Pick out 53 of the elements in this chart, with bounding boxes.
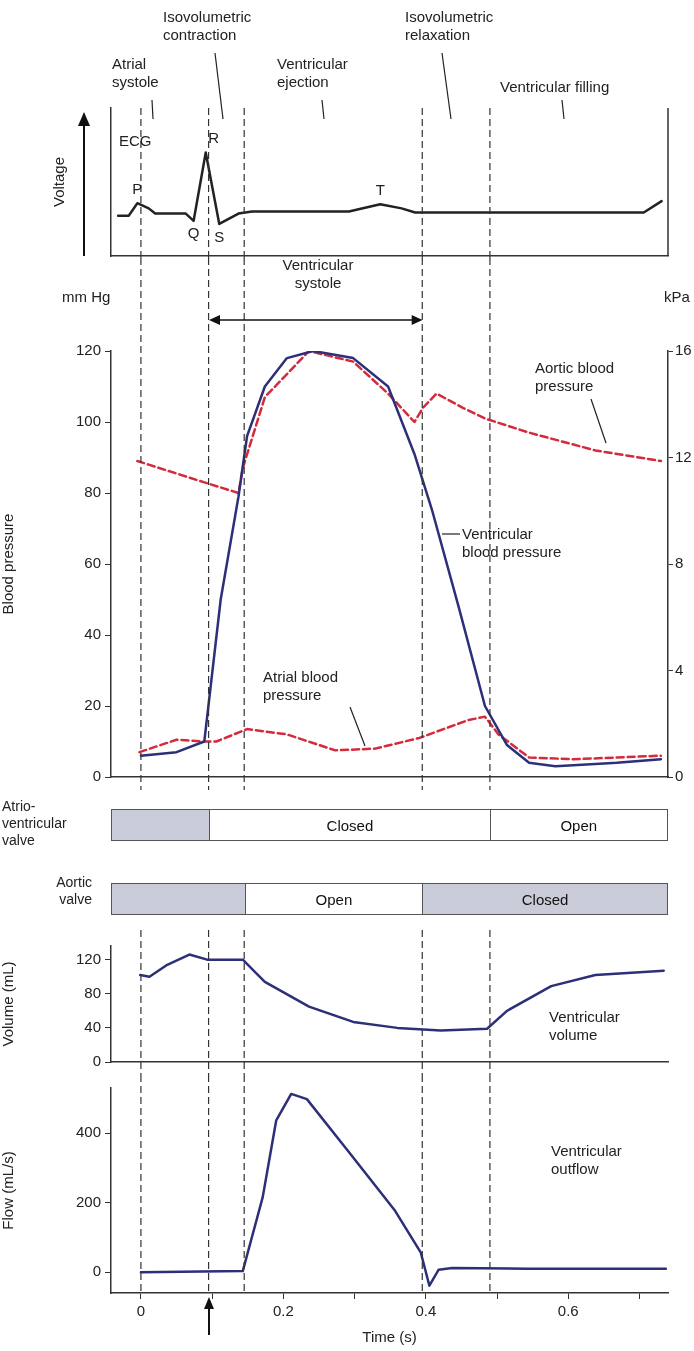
series-label: Ventricular volume	[549, 1007, 620, 1043]
y-tick-label: 120	[75, 949, 101, 967]
y-tick-label: 60	[84, 554, 101, 572]
annotation: Q	[187, 224, 200, 242]
annotation: Ventricular systole	[282, 255, 354, 291]
legend-label: ECG	[119, 131, 152, 149]
y2-tick-label: 16	[675, 341, 692, 359]
y-tick-label: 20	[84, 696, 101, 714]
y-tick-label: 0	[92, 1262, 101, 1280]
y2-tick-label: 8	[675, 554, 684, 572]
x-tick-label: 0.4	[415, 1302, 437, 1320]
y-tick-label: 80	[84, 483, 101, 501]
text: Isovolumetric relaxation	[405, 7, 494, 43]
text: Aortic valve	[55, 874, 92, 908]
y-tick-label: 200	[75, 1192, 101, 1210]
y-tick-label: 40	[84, 625, 101, 643]
text: Atrio-ventricular valve	[2, 798, 68, 849]
text: mm Hg	[62, 287, 111, 305]
line-series	[136, 351, 663, 495]
y-tick-label: 0	[92, 1052, 101, 1070]
annotation: R	[208, 129, 220, 147]
text: Isovolumetric contraction	[163, 7, 252, 43]
text: Ventricular outflow	[551, 1141, 622, 1177]
y2-tick-label: 4	[675, 660, 684, 678]
text: Aortic blood pressure	[535, 358, 615, 394]
series-label: Ventricular blood pressure	[462, 524, 562, 560]
y-axis-title: Blood pressure	[0, 513, 17, 615]
y-tick-label: 100	[75, 412, 101, 430]
x-tick-label: 0	[136, 1302, 146, 1320]
y2-tick-label: 12	[675, 447, 692, 465]
text: Ventricular filling	[500, 77, 610, 95]
annotation: S	[214, 227, 225, 245]
y-tick-label: 80	[84, 983, 101, 1001]
y-axis-title: Flow (mL/s)	[0, 1151, 17, 1230]
y2-axis-title: kPa	[664, 287, 691, 305]
text: Atrial systole	[112, 54, 159, 90]
annotation: T	[375, 180, 385, 198]
y-tick-label: 0	[92, 767, 101, 785]
state-strip: Open Closed	[111, 883, 668, 915]
state-strip: Closed Open	[111, 809, 668, 841]
y-tick-label: 40	[84, 1018, 101, 1036]
y2-tick-label: 0	[675, 767, 684, 785]
y-tick-label: 400	[75, 1123, 101, 1141]
series-label: Atrial blood pressure	[263, 667, 339, 703]
y-axis-title: Voltage	[50, 156, 68, 208]
x-tick-label: 0.6	[557, 1302, 579, 1320]
text: Ventricular ejection	[277, 54, 348, 90]
annotation: P	[132, 179, 143, 197]
line-series	[138, 715, 663, 761]
y-tick-label: 120	[75, 341, 101, 359]
x-tick-label: 0.2	[272, 1302, 294, 1320]
y-axis-title: Volume (mL)	[0, 961, 17, 1047]
x-axis-title: Time (s)	[362, 1328, 417, 1346]
